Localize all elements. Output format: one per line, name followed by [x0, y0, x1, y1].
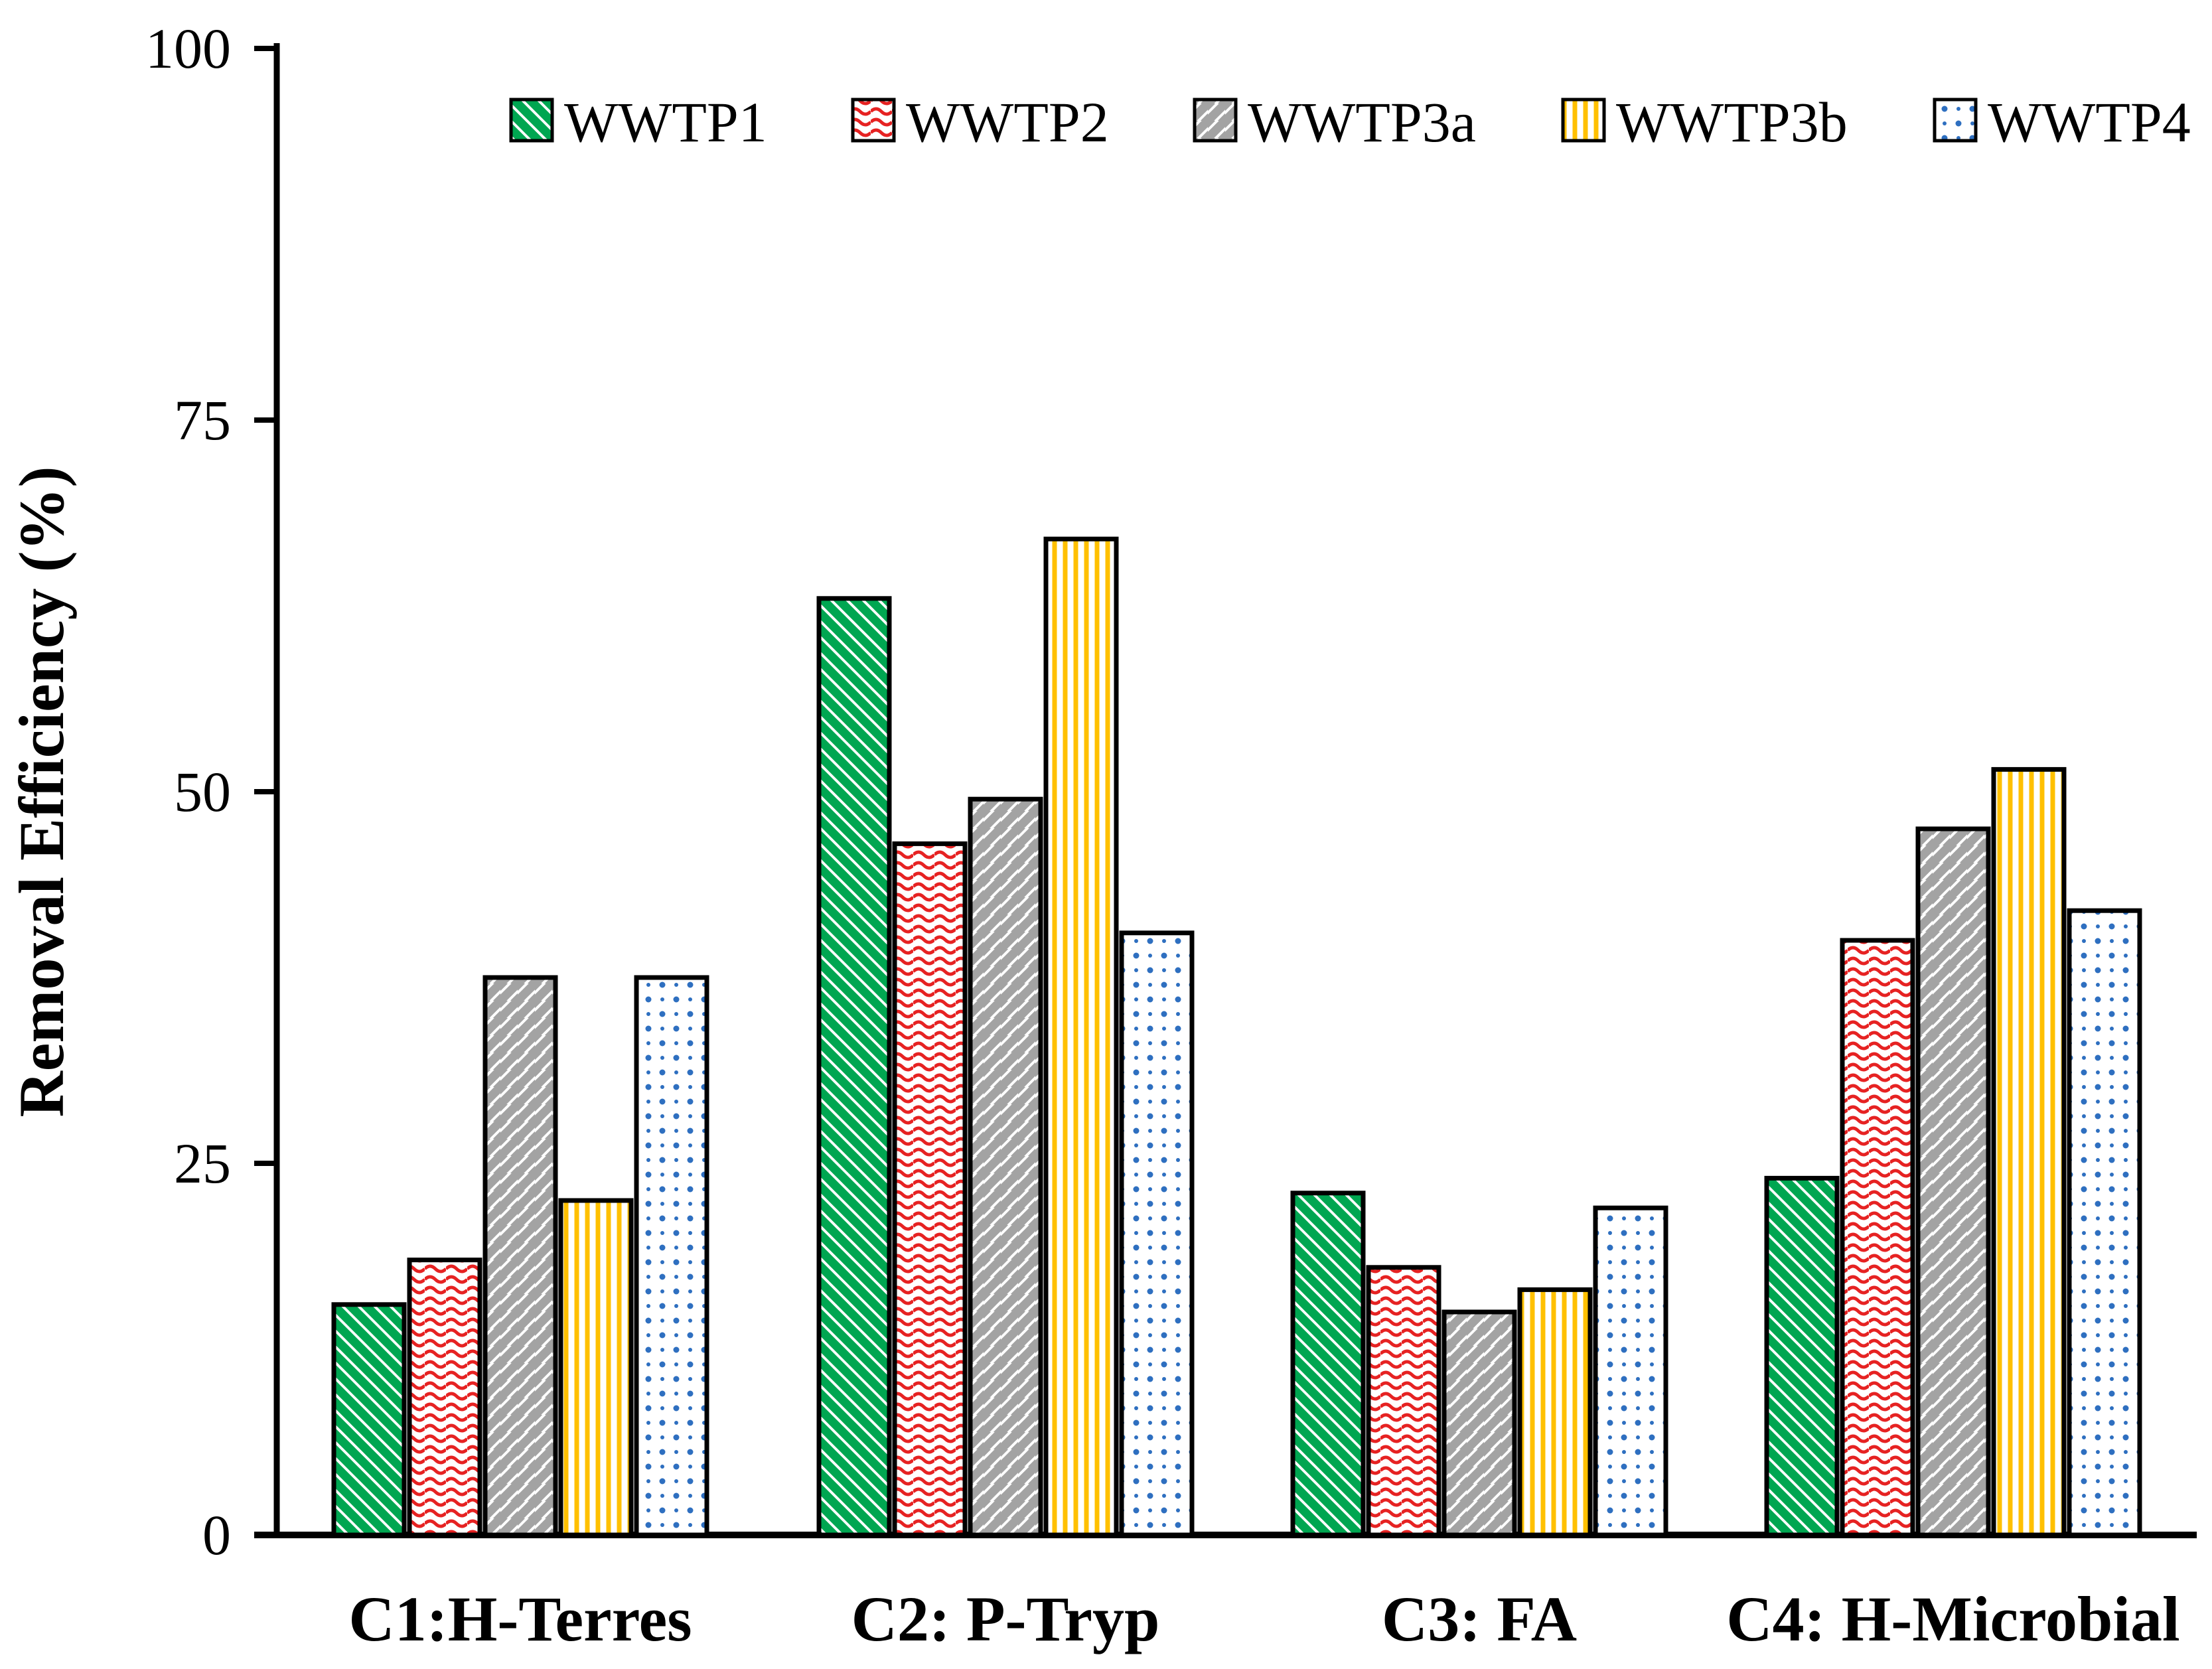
bar-wwtp3a-c3 [1441, 1309, 1517, 1538]
category-label-c4: C4: H-Microbial [1726, 1583, 2179, 1654]
bar-wwtp1-c2 [816, 596, 892, 1538]
bar-wwtp1-c4 [1764, 1175, 1840, 1538]
bar-wwtp4-c4 [2067, 908, 2142, 1538]
bar-wwtp2-c2 [892, 841, 968, 1538]
legend-swatch-wwtp1 [509, 98, 554, 143]
bar-wwtp4-c3 [1593, 1205, 1668, 1538]
bar-wwtp3b-c4 [1991, 766, 2067, 1538]
y-tick-label-75: 75 [174, 388, 231, 452]
legend-item-wwtp3b: WWTP3b [1561, 90, 1848, 154]
bar-wwtp2-c4 [1840, 938, 1915, 1538]
y-tick-label-100: 100 [145, 17, 231, 80]
legend-label-wwtp4: WWTP4 [1988, 90, 2191, 154]
bar-wwtp1-c3 [1290, 1191, 1366, 1538]
category-label-c1: C1:H-Terres [348, 1583, 692, 1654]
y-tick-label-50: 50 [174, 760, 231, 824]
bar-wwtp3a-c2 [968, 796, 1043, 1538]
bar-wwtp3a-c1 [482, 975, 558, 1538]
legend-swatch-wwtp3a [1193, 98, 1238, 143]
legend-item-wwtp1: WWTP1 [509, 90, 767, 154]
legend-label-wwtp3a: WWTP3a [1248, 90, 1476, 154]
legend-swatch-wwtp3b [1561, 98, 1606, 143]
y-tick-label-0: 0 [202, 1503, 231, 1567]
legend-item-wwtp2: WWTP2 [851, 90, 1109, 154]
legend-label-wwtp2: WWTP2 [906, 90, 1109, 154]
category-label-c3: C3: FA [1382, 1583, 1577, 1654]
legend-label-wwtp1: WWTP1 [564, 90, 767, 154]
legend-swatch-wwtp4 [1933, 98, 1978, 143]
legend-label-wwtp3b: WWTP3b [1616, 90, 1848, 154]
bar-wwtp1-c1 [331, 1302, 407, 1538]
category-label-c2: C2: P-Tryp [851, 1583, 1160, 1654]
bar-wwtp3b-c1 [558, 1198, 634, 1538]
legend-item-wwtp3a: WWTP3a [1193, 90, 1476, 154]
bar-wwtp3a-c4 [1915, 826, 1991, 1538]
bar-wwtp4-c2 [1119, 930, 1195, 1538]
y-tick-label-25: 25 [174, 1131, 231, 1195]
bar-wwtp3b-c3 [1517, 1287, 1593, 1538]
bar-wwtp3b-c2 [1043, 536, 1119, 1538]
legend-swatch-wwtp2 [851, 98, 896, 143]
legend-item-wwtp4: WWTP4 [1933, 90, 2191, 154]
bar-wwtp2-c1 [407, 1258, 482, 1538]
y-axis-title: Removal Efficiency (%) [6, 466, 77, 1117]
bar-wwtp2-c3 [1366, 1265, 1441, 1538]
bar-wwtp4-c1 [634, 975, 709, 1538]
